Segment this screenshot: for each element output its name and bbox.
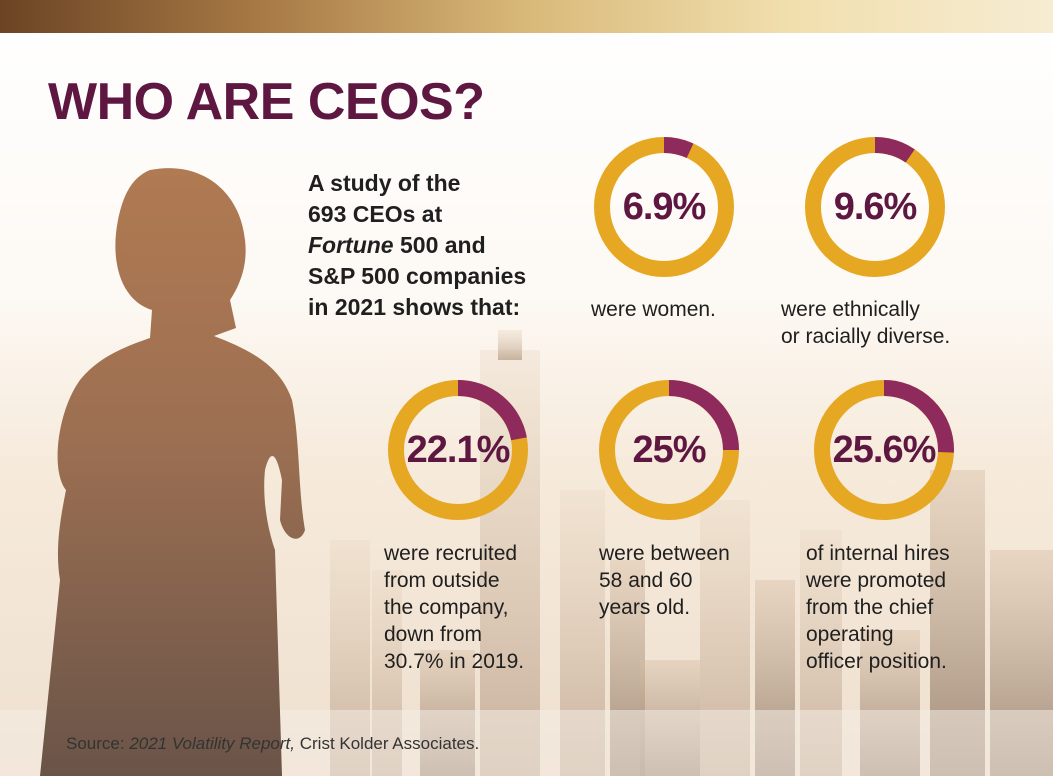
- donut-value-label: 9.6%: [833, 186, 918, 228]
- source-report-italic: 2021 Volatility Report,: [129, 734, 295, 753]
- caption-line: were between: [599, 542, 730, 565]
- intro-line: 693 CEOs at: [308, 201, 443, 227]
- donut-value-label: 22.1%: [406, 429, 511, 471]
- page-title: WHO ARE CEOS?: [48, 73, 485, 131]
- caption-line: down from: [384, 623, 483, 646]
- donut-value-label: 6.9%: [622, 186, 707, 228]
- intro-line: A study of the: [308, 170, 461, 196]
- donut-caption: were recruited from outside the company, do…: [384, 540, 524, 675]
- donut-svg: [805, 137, 945, 277]
- caption-line: 30.7% in 2019.: [384, 650, 525, 673]
- source-suffix: Crist Kolder Associates.: [295, 734, 480, 753]
- caption-line: the company,: [384, 596, 509, 619]
- caption-line: of internal hires: [806, 542, 950, 565]
- caption-line: from outside: [384, 569, 500, 592]
- caption-line: years old.: [599, 596, 691, 619]
- caption-line: were ethnically: [781, 298, 920, 321]
- intro-line: in 2021 shows that:: [308, 294, 521, 320]
- donut-chart-3: 22.1%: [386, 378, 530, 522]
- caption-line: were promoted: [806, 569, 947, 592]
- source-note: Source: 2021 Volatility Report, Crist Ko…: [66, 734, 479, 754]
- caption-line: from the chief: [806, 596, 934, 619]
- donut-svg: [814, 380, 954, 520]
- donut-value-label: 25%: [632, 429, 706, 471]
- caption-line: or racially diverse.: [781, 325, 951, 348]
- caption-line: were women.: [591, 298, 716, 321]
- donut-caption: were between 58 and 60 years old.: [599, 540, 730, 621]
- caption-line: 58 and 60: [599, 569, 693, 592]
- donut-value-arc: [388, 380, 528, 520]
- donut-svg: [599, 380, 739, 520]
- source-prefix: Source:: [66, 734, 130, 753]
- donut-chart-5: 25.6%: [812, 378, 956, 522]
- woman-silhouette: [40, 168, 305, 776]
- city-skyline-background: [0, 330, 1053, 776]
- donut-value-arc: [594, 137, 734, 277]
- gold-header-band: [0, 0, 1053, 33]
- donut-value-label: 25.6%: [832, 429, 937, 471]
- donut-chart-2: 9.6%: [803, 135, 947, 279]
- donut-svg: [388, 380, 528, 520]
- donut-value-arc: [805, 137, 945, 277]
- intro-text: A study of the 693 CEOs at Fortune 500 a…: [308, 168, 568, 323]
- donut-value-arc: [814, 380, 954, 520]
- donut-caption: were ethnically or racially diverse.: [781, 296, 950, 350]
- donut-caption: were women.: [591, 296, 716, 323]
- caption-line: operating: [806, 623, 894, 646]
- donut-chart-1: 6.9%: [592, 135, 736, 279]
- donut-value-arc: [599, 380, 739, 520]
- caption-line: were recruited: [384, 542, 518, 565]
- donut-svg: [594, 137, 734, 277]
- intro-line: S&P 500 companies: [308, 263, 527, 289]
- intro-line-rest: 500 and: [393, 232, 486, 258]
- donut-caption: of internal hires were promoted from the c…: [806, 540, 950, 675]
- fortune-italic: Fortune: [308, 232, 394, 258]
- donut-chart-4: 25%: [597, 378, 741, 522]
- intro-line: Fortune 500 and: [308, 230, 568, 261]
- caption-line: officer position.: [806, 650, 947, 673]
